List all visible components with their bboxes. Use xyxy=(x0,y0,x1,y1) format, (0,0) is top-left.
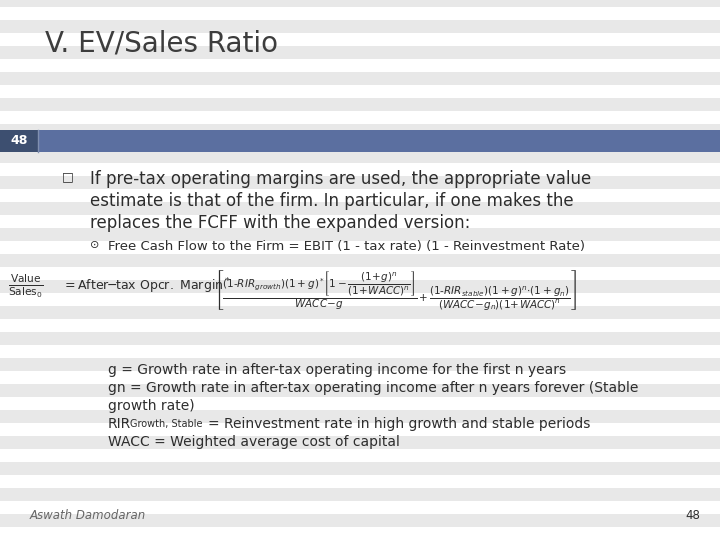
Bar xyxy=(0,371,720,384)
Bar xyxy=(0,345,720,358)
Bar xyxy=(0,241,720,254)
Bar xyxy=(0,449,720,462)
Bar xyxy=(0,319,720,332)
Text: 48: 48 xyxy=(685,509,700,522)
Text: Free Cash Flow to the Firm = EBIT (1 - tax rate) (1 - Reinvestment Rate): Free Cash Flow to the Firm = EBIT (1 - t… xyxy=(108,240,585,253)
Bar xyxy=(0,410,720,423)
Text: ⊙: ⊙ xyxy=(90,240,99,250)
Bar xyxy=(0,423,720,436)
Bar xyxy=(0,98,720,111)
Bar xyxy=(0,306,720,319)
Text: gn = Growth rate in after-tax operating income after n years forever (Stable: gn = Growth rate in after-tax operating … xyxy=(108,381,639,395)
Text: $\left[\dfrac{(1\text{-}RIR_{growth})(1+g)^*\!\left[1-\dfrac{(1\!+\!g)^n}{(1\!+\: $\left[\dfrac{(1\text{-}RIR_{growth})(1+… xyxy=(214,268,577,312)
Bar xyxy=(0,475,720,488)
Bar xyxy=(0,20,720,33)
Text: RIR: RIR xyxy=(108,417,131,431)
Bar xyxy=(0,488,720,501)
Bar xyxy=(0,202,720,215)
Bar xyxy=(0,215,720,228)
Text: $=\mathregular{After\!\!-\!\!tax\ Opcr.\ Margin^*}$: $=\mathregular{After\!\!-\!\!tax\ Opcr.\… xyxy=(62,276,230,295)
Text: Growth, Stable: Growth, Stable xyxy=(130,419,202,429)
Bar xyxy=(0,59,720,72)
Bar xyxy=(0,150,720,163)
Bar xyxy=(0,7,720,20)
Text: g = Growth rate in after-tax operating income for the first n years: g = Growth rate in after-tax operating i… xyxy=(108,363,566,377)
Bar xyxy=(0,501,720,514)
Bar xyxy=(0,72,720,85)
Bar xyxy=(0,293,720,306)
Bar xyxy=(0,0,720,7)
Bar xyxy=(0,527,720,540)
Bar xyxy=(0,130,720,152)
Bar xyxy=(0,267,720,280)
Bar xyxy=(0,124,720,137)
Bar xyxy=(0,111,720,124)
Bar xyxy=(0,397,720,410)
Text: estimate is that of the firm. In particular, if one makes the: estimate is that of the firm. In particu… xyxy=(90,192,574,210)
Bar xyxy=(0,85,720,98)
Bar xyxy=(0,280,720,293)
Text: □: □ xyxy=(62,170,73,183)
Bar xyxy=(0,46,720,59)
Text: Aswath Damodaran: Aswath Damodaran xyxy=(30,509,146,522)
Bar xyxy=(0,462,720,475)
Bar xyxy=(0,436,720,449)
Bar xyxy=(0,228,720,241)
Bar xyxy=(0,514,720,527)
Text: V. EV/Sales Ratio: V. EV/Sales Ratio xyxy=(45,30,278,58)
Text: 48: 48 xyxy=(10,134,27,147)
Bar xyxy=(0,189,720,202)
Text: replaces the FCFF with the expanded version:: replaces the FCFF with the expanded vers… xyxy=(90,214,470,232)
Text: If pre-tax operating margins are used, the appropriate value: If pre-tax operating margins are used, t… xyxy=(90,170,591,188)
Bar xyxy=(0,176,720,189)
Bar xyxy=(0,137,720,150)
Bar xyxy=(0,254,720,267)
Bar xyxy=(0,33,720,46)
Text: = Reinvestment rate in high growth and stable periods: = Reinvestment rate in high growth and s… xyxy=(208,417,590,431)
Bar xyxy=(0,384,720,397)
Bar xyxy=(0,130,38,152)
Bar xyxy=(0,358,720,371)
Text: $\frac{\mathregular{Value}}{\mathregular{Sales}_0}$: $\frac{\mathregular{Value}}{\mathregular… xyxy=(8,273,44,300)
Bar xyxy=(0,163,720,176)
Bar xyxy=(0,332,720,345)
Text: WACC = Weighted average cost of capital: WACC = Weighted average cost of capital xyxy=(108,435,400,449)
Text: growth rate): growth rate) xyxy=(108,399,194,413)
